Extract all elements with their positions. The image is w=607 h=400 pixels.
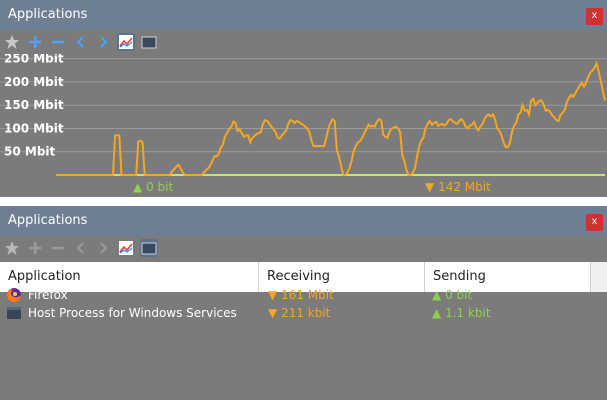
y-tick-label: 100 Mbit	[4, 121, 64, 135]
down-arrow-icon: ▼	[268, 306, 278, 320]
applications-panel: Applications x Application Receiving Sen…	[0, 206, 607, 400]
add-icon[interactable]	[26, 33, 44, 51]
receiving-value: ▼ 161 Mbit	[268, 286, 334, 304]
app-name: Firefox	[28, 288, 68, 302]
close-button[interactable]: x	[586, 8, 603, 25]
up-arrow-icon: ▲	[432, 306, 442, 320]
window-icon	[6, 305, 22, 326]
receive-series-line	[56, 60, 606, 176]
graph-panel: Applications x 250 Mbit 200 Mbit 150 Mbit 1…	[0, 0, 607, 197]
star-icon[interactable]	[3, 239, 21, 257]
back-icon[interactable]	[72, 33, 90, 51]
send-total: ▲ 0 bit	[133, 180, 173, 194]
receive-total: ▼ 142 Mbit	[425, 180, 491, 194]
graph-icon[interactable]	[117, 33, 135, 51]
y-tick-label: 200 Mbit	[4, 75, 64, 89]
sending-value: ▲ 1.1 kbit	[432, 304, 491, 322]
header-spacer	[590, 262, 607, 292]
panel-titlebar[interactable]: Applications x	[0, 0, 607, 30]
column-header-application[interactable]: Application	[8, 269, 81, 284]
table-row[interactable]: Firefox ▼ 161 Mbit ▲ 0 bit	[0, 286, 590, 304]
panel-title: Applications	[8, 213, 88, 228]
panel-title: Applications	[8, 7, 88, 22]
app-name: Host Process for Windows Services	[28, 306, 237, 320]
table-header: Application Receiving Sending	[0, 262, 607, 292]
table-row[interactable]: Host Process for Windows Services ▼ 211 …	[0, 304, 590, 322]
star-icon[interactable]	[3, 33, 21, 51]
sending-text: 0 bit	[445, 288, 473, 302]
sending-text: 1.1 kbit	[445, 306, 491, 320]
column-header-receiving[interactable]: Receiving	[258, 262, 424, 292]
receiving-text: 211 kbit	[281, 306, 331, 320]
up-arrow-icon: ▲	[432, 288, 442, 302]
down-arrow-icon: ▼	[268, 288, 278, 302]
column-header-sending[interactable]: Sending	[424, 262, 590, 292]
send-total-value: 0 bit	[146, 180, 174, 194]
forward-icon[interactable]	[94, 33, 112, 51]
y-tick-label: 150 Mbit	[4, 98, 64, 112]
down-arrow-icon: ▼	[425, 180, 435, 194]
sending-value: ▲ 0 bit	[432, 286, 472, 304]
firefox-icon	[6, 287, 22, 308]
close-button[interactable]: x	[586, 214, 603, 231]
toolbar	[0, 236, 607, 260]
remove-icon[interactable]	[49, 239, 67, 257]
list-icon[interactable]	[140, 239, 158, 257]
panel-titlebar[interactable]: Applications x	[0, 206, 607, 236]
add-icon[interactable]	[26, 239, 44, 257]
y-tick-label: 50 Mbit	[4, 145, 56, 159]
bandwidth-chart: 250 Mbit 200 Mbit 150 Mbit 100 Mbit 50 Mbit	[0, 54, 607, 176]
receiving-text: 161 Mbit	[281, 288, 334, 302]
forward-icon[interactable]	[94, 239, 112, 257]
remove-icon[interactable]	[49, 33, 67, 51]
list-icon[interactable]	[140, 33, 158, 51]
graph-icon[interactable]	[117, 239, 135, 257]
y-tick-label: 250 Mbit	[4, 54, 64, 66]
up-arrow-icon: ▲	[133, 180, 143, 194]
receiving-value: ▼ 211 kbit	[268, 304, 330, 322]
toolbar	[0, 30, 607, 54]
receive-total-value: 142 Mbit	[438, 180, 491, 194]
back-icon[interactable]	[72, 239, 90, 257]
